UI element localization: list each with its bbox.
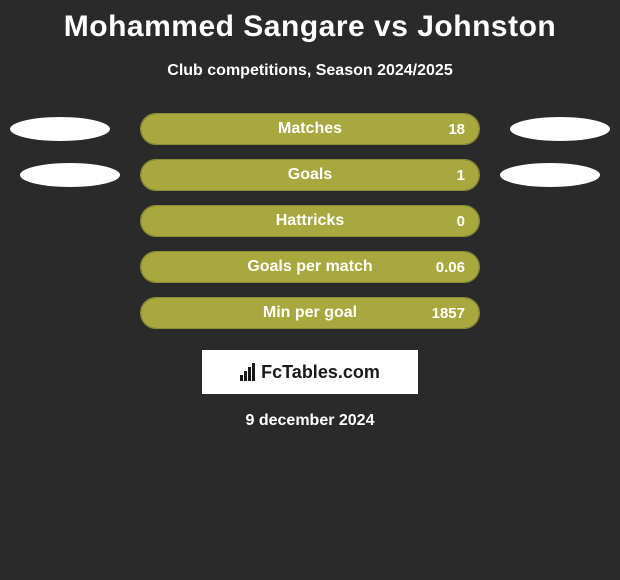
stat-row: Goals per match0.06 <box>0 248 620 286</box>
stat-value: 1 <box>457 160 465 190</box>
date-line: 9 december 2024 <box>0 412 620 430</box>
stat-row: Matches18 <box>0 110 620 148</box>
bars-icon <box>240 363 255 381</box>
stat-label: Matches <box>141 114 479 144</box>
stat-rows: Matches18 Goals1 Hattricks0 Goals per match… <box>0 110 620 332</box>
stat-label: Min per goal <box>141 298 479 328</box>
stat-row: Goals1 <box>0 156 620 194</box>
stat-label: Hattricks <box>141 206 479 236</box>
page-title: Mohammed Sangare vs Johnston <box>0 0 620 44</box>
stat-value: 0.06 <box>436 252 465 282</box>
stat-bar: Hattricks0 <box>140 205 480 237</box>
stat-value: 18 <box>448 114 465 144</box>
stat-bar: Goals per match0.06 <box>140 251 480 283</box>
stat-bar: Goals1 <box>140 159 480 191</box>
stat-value: 0 <box>457 206 465 236</box>
stat-value: 1857 <box>432 298 465 328</box>
stat-bar: Matches18 <box>140 113 480 145</box>
left-ellipse <box>20 163 120 187</box>
stat-row: Min per goal1857 <box>0 294 620 332</box>
stat-row: Hattricks0 <box>0 202 620 240</box>
right-ellipse <box>500 163 600 187</box>
stat-label: Goals <box>141 160 479 190</box>
left-ellipse <box>10 117 110 141</box>
stat-bar: Min per goal1857 <box>140 297 480 329</box>
logo-text: FcTables.com <box>261 362 380 383</box>
logo-box: FcTables.com <box>202 350 418 394</box>
stat-label: Goals per match <box>141 252 479 282</box>
right-ellipse <box>510 117 610 141</box>
subtitle: Club competitions, Season 2024/2025 <box>0 62 620 80</box>
